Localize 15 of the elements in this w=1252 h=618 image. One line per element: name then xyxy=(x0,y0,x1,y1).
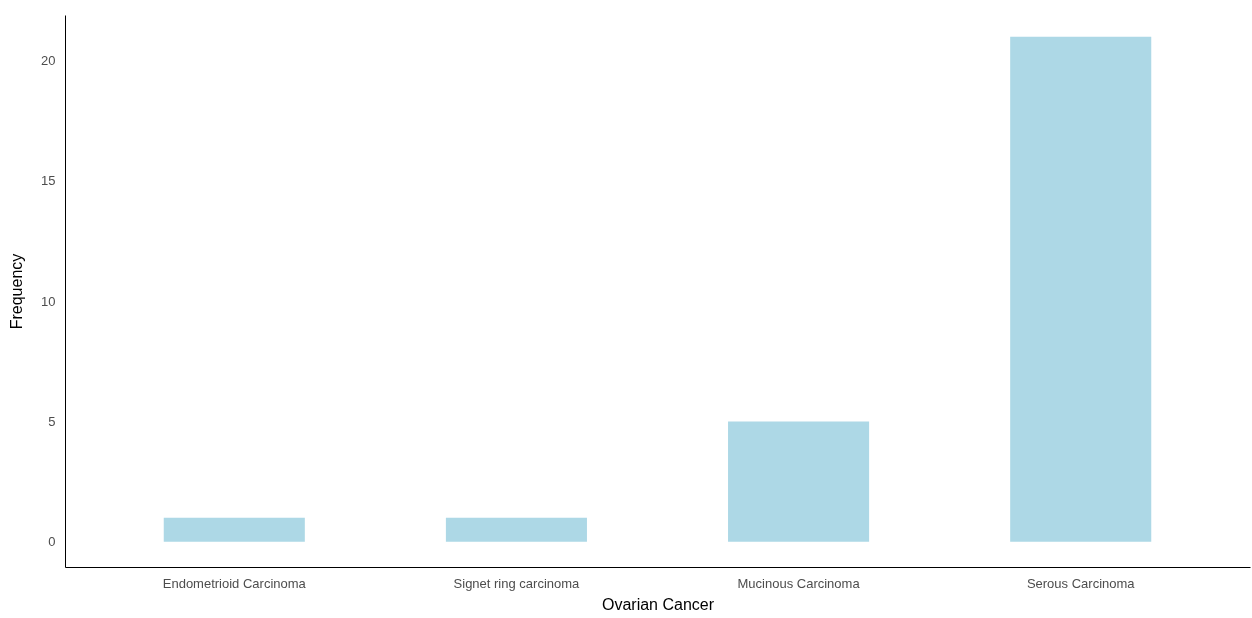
y-tick-label: 0 xyxy=(48,534,56,550)
x-tick-label: Mucinous Carcinoma xyxy=(737,575,861,591)
bar xyxy=(163,517,305,542)
bar xyxy=(445,517,587,542)
x-axis-title: Ovarian Cancer xyxy=(601,595,715,613)
y-axis-title: Frequency xyxy=(8,253,26,330)
y-tick-label: 20 xyxy=(41,53,56,69)
x-tick-label: Endometrioid Carcinoma xyxy=(162,575,307,591)
y-tick-label: 15 xyxy=(41,173,56,189)
bar xyxy=(1010,36,1152,542)
y-tick-label: 10 xyxy=(41,293,56,309)
y-tick-label: 5 xyxy=(48,413,56,429)
x-tick-label: Serous Carcinoma xyxy=(1026,575,1136,591)
bar xyxy=(728,421,870,542)
x-tick-label: Signet ring carcinoma xyxy=(453,575,581,591)
